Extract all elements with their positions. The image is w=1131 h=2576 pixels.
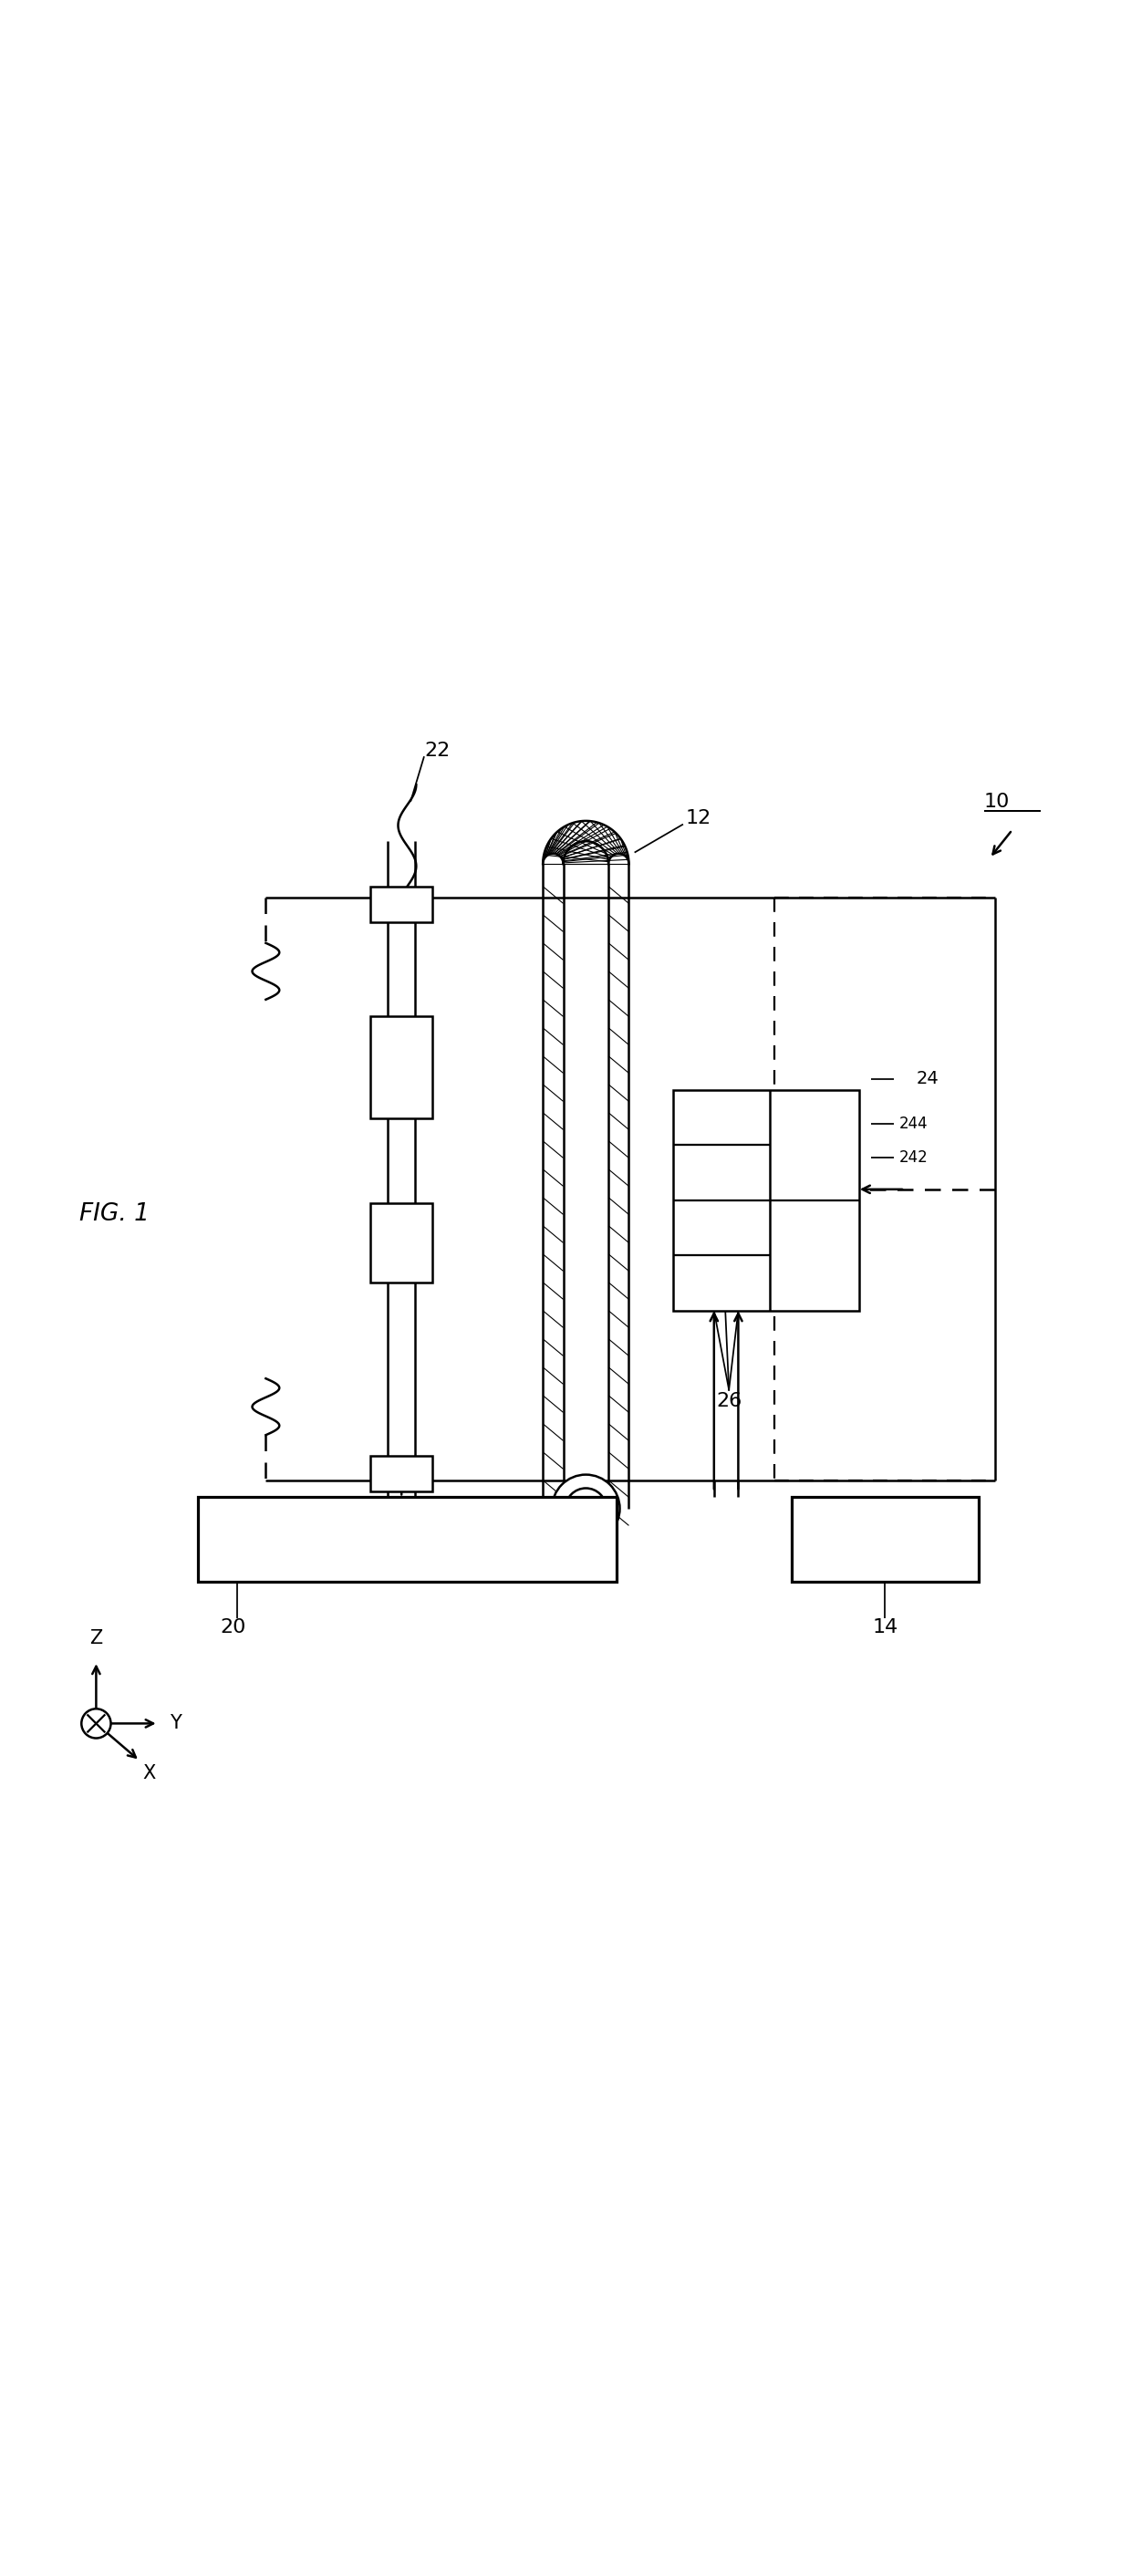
Text: 12: 12	[685, 809, 711, 827]
Text: 14: 14	[872, 1618, 898, 1636]
Text: Y: Y	[170, 1716, 181, 1734]
Bar	[370, 1203, 432, 1283]
Text: Z: Z	[89, 1631, 103, 1649]
Bar	[370, 886, 432, 922]
Text: 26: 26	[716, 1391, 742, 1409]
Text: CONTROL: CONTROL	[364, 1517, 450, 1533]
Text: FIG. 1: FIG. 1	[79, 1203, 149, 1226]
Text: 22: 22	[424, 742, 450, 760]
Text: X: X	[143, 1765, 156, 1783]
Bar	[370, 1018, 432, 1118]
Text: 244: 244	[899, 1115, 929, 1133]
Text: 20: 20	[221, 1618, 247, 1636]
Bar	[198, 1497, 616, 1582]
Bar	[792, 1497, 978, 1582]
Text: 24: 24	[916, 1069, 939, 1087]
Bar	[370, 1455, 432, 1492]
Text: CONTAINER: CONTAINER	[840, 1546, 930, 1561]
Bar	[673, 1090, 860, 1311]
Text: 10: 10	[984, 793, 1010, 811]
Circle shape	[81, 1708, 111, 1739]
Text: LIQUID: LIQUID	[858, 1517, 912, 1535]
Circle shape	[552, 1473, 620, 1543]
Text: DEVICE: DEVICE	[374, 1546, 440, 1564]
Circle shape	[566, 1489, 606, 1530]
Text: 242: 242	[899, 1149, 929, 1167]
